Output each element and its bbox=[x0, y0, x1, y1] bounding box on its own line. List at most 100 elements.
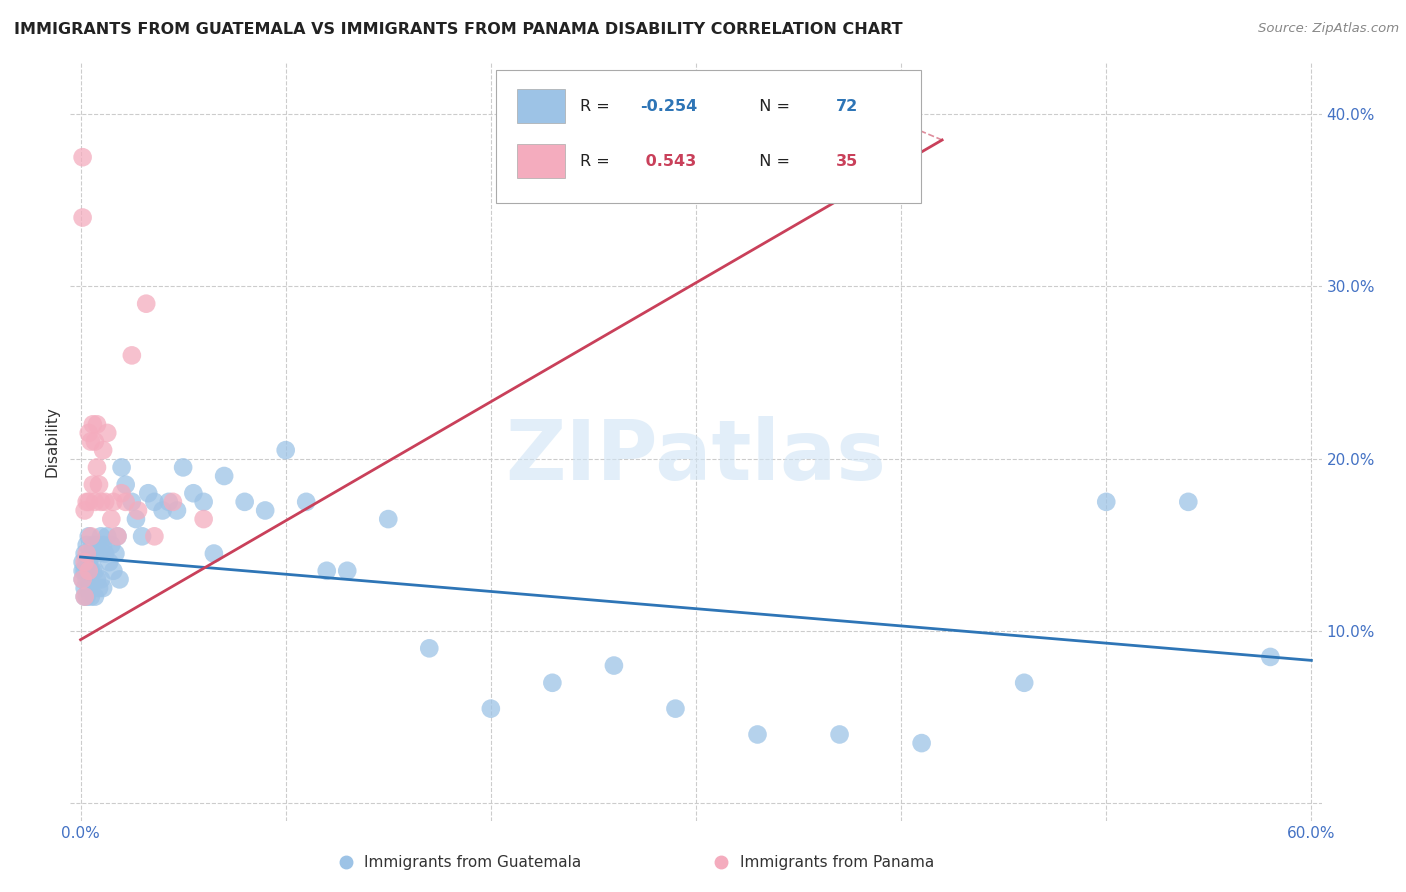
Text: Immigrants from Guatemala: Immigrants from Guatemala bbox=[364, 855, 582, 870]
Point bbox=[73, 547, 96, 561]
Text: Immigrants from Panama: Immigrants from Panama bbox=[740, 855, 934, 870]
Point bbox=[212, 469, 235, 483]
Point bbox=[86, 538, 108, 552]
Point bbox=[96, 529, 118, 543]
Point bbox=[143, 529, 166, 543]
Point bbox=[76, 538, 98, 552]
Point bbox=[87, 477, 110, 491]
Point bbox=[479, 701, 502, 715]
Point bbox=[73, 590, 96, 604]
Point bbox=[274, 443, 297, 458]
Point bbox=[86, 460, 108, 475]
Point bbox=[136, 486, 159, 500]
Point bbox=[76, 547, 98, 561]
Point bbox=[828, 727, 851, 741]
Point bbox=[100, 538, 122, 552]
Point bbox=[1177, 495, 1199, 509]
Point bbox=[100, 512, 122, 526]
Point bbox=[96, 425, 118, 440]
Point bbox=[98, 555, 121, 569]
Point bbox=[90, 573, 112, 587]
Point bbox=[82, 417, 104, 432]
Point bbox=[84, 434, 107, 449]
Point bbox=[77, 564, 100, 578]
Point bbox=[233, 495, 256, 509]
Point bbox=[418, 641, 440, 656]
Point bbox=[110, 460, 132, 475]
Point bbox=[193, 512, 215, 526]
Point bbox=[94, 495, 117, 509]
Point bbox=[90, 529, 112, 543]
Text: N =: N = bbox=[748, 153, 794, 169]
Point bbox=[80, 590, 103, 604]
Point bbox=[1095, 495, 1118, 509]
Point bbox=[72, 150, 94, 164]
Point bbox=[202, 547, 225, 561]
Text: R =: R = bbox=[579, 153, 614, 169]
Text: Source: ZipAtlas.com: Source: ZipAtlas.com bbox=[1258, 22, 1399, 36]
Point bbox=[76, 590, 98, 604]
Point bbox=[84, 564, 107, 578]
Point bbox=[157, 495, 180, 509]
Point bbox=[254, 503, 277, 517]
Point bbox=[73, 581, 96, 595]
Point bbox=[82, 477, 104, 491]
Point bbox=[80, 564, 103, 578]
Point bbox=[121, 348, 143, 362]
Point bbox=[107, 529, 129, 543]
Point bbox=[336, 564, 359, 578]
Point bbox=[76, 573, 98, 587]
Point bbox=[84, 590, 107, 604]
Text: -0.254: -0.254 bbox=[640, 99, 697, 114]
Point bbox=[162, 495, 184, 509]
Text: ZIPatlas: ZIPatlas bbox=[506, 417, 886, 497]
Point bbox=[1260, 649, 1282, 664]
Point bbox=[73, 564, 96, 578]
Point bbox=[72, 573, 94, 587]
Point bbox=[541, 675, 564, 690]
Point bbox=[87, 581, 110, 595]
Point bbox=[82, 564, 104, 578]
Point bbox=[131, 529, 153, 543]
Text: 72: 72 bbox=[837, 99, 859, 114]
Point bbox=[84, 495, 107, 509]
Point bbox=[664, 701, 686, 715]
Point bbox=[107, 529, 129, 543]
Point bbox=[80, 434, 103, 449]
Point bbox=[143, 495, 166, 509]
Point bbox=[72, 573, 94, 587]
Point bbox=[114, 477, 136, 491]
Point bbox=[73, 503, 96, 517]
Text: R =: R = bbox=[579, 99, 614, 114]
Point bbox=[121, 495, 143, 509]
Point bbox=[72, 211, 94, 225]
FancyBboxPatch shape bbox=[517, 144, 565, 178]
Point bbox=[77, 425, 100, 440]
Point bbox=[80, 547, 103, 561]
Point bbox=[94, 547, 117, 561]
Point bbox=[103, 564, 125, 578]
Point bbox=[377, 512, 399, 526]
Text: 35: 35 bbox=[837, 153, 859, 169]
Point bbox=[76, 555, 98, 569]
Point bbox=[87, 547, 110, 561]
Point bbox=[91, 538, 114, 552]
Point bbox=[72, 564, 94, 578]
Point bbox=[82, 538, 104, 552]
Point bbox=[104, 547, 127, 561]
Point bbox=[91, 443, 114, 458]
Point bbox=[172, 460, 194, 475]
Point bbox=[77, 495, 100, 509]
Point bbox=[603, 658, 626, 673]
Point bbox=[108, 573, 131, 587]
Point bbox=[86, 573, 108, 587]
Point bbox=[114, 495, 136, 509]
Point bbox=[135, 296, 157, 310]
Point bbox=[80, 529, 103, 543]
Point bbox=[295, 495, 318, 509]
Point bbox=[1012, 675, 1035, 690]
Point bbox=[747, 727, 769, 741]
Point bbox=[72, 555, 94, 569]
FancyBboxPatch shape bbox=[517, 89, 565, 123]
Point bbox=[103, 495, 125, 509]
